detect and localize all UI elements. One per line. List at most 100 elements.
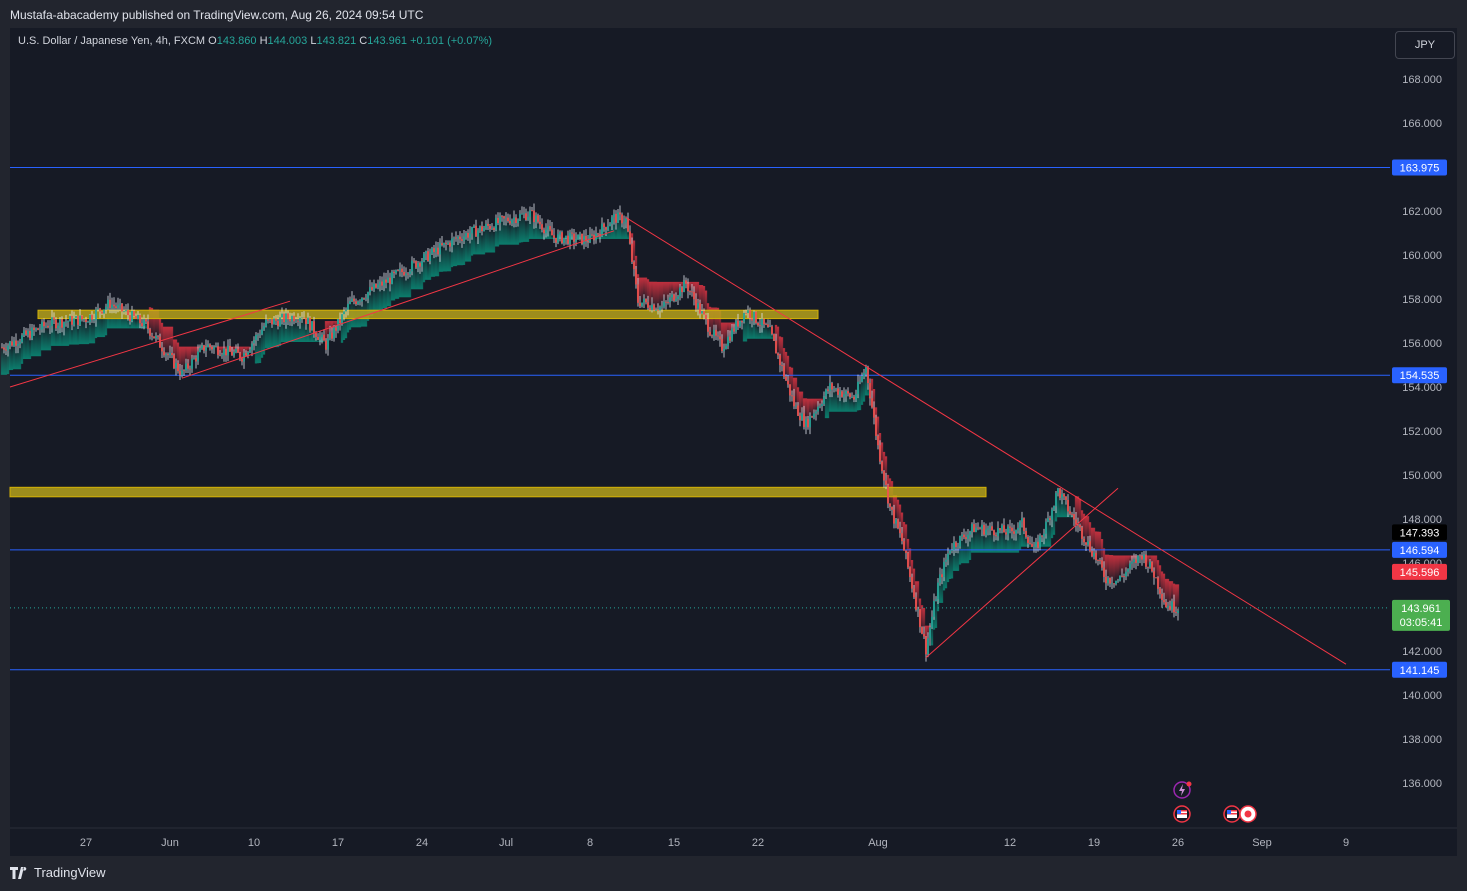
candle-body (179, 371, 181, 376)
x-tick-label: 22 (752, 837, 764, 849)
candle-body (969, 531, 971, 535)
candle-body (775, 340, 777, 354)
trend-fill-segment (20, 335, 24, 364)
trend-fill-segment (1024, 536, 1028, 547)
candle-body (423, 253, 425, 262)
trend-fill-segment (30, 327, 34, 357)
candle-body (713, 329, 715, 337)
us-flag-event-icon[interactable] (1173, 805, 1191, 823)
trend-fill-segment (158, 318, 162, 348)
candle-body (1037, 541, 1039, 548)
candle-body (419, 263, 421, 267)
trend-fill-segment (160, 322, 164, 352)
candle-body (1093, 552, 1095, 557)
candle-body (247, 352, 249, 356)
candle-body (979, 528, 981, 530)
tradingview-logo-icon (10, 866, 27, 879)
candle-body (645, 298, 647, 303)
trendline[interactable] (625, 217, 1347, 665)
trend-fill-segment (1126, 555, 1130, 570)
trend-fill-segment (470, 227, 474, 256)
trend-fill-segment (726, 322, 730, 337)
trendline[interactable] (925, 487, 1119, 658)
candle-body (689, 291, 691, 292)
candle-body (1063, 494, 1065, 497)
candle-body (483, 228, 485, 232)
trend-fill-segment (824, 389, 828, 419)
trend-fill-segment (488, 228, 492, 253)
candle-body (1145, 554, 1147, 567)
x-tick-label: Jul (499, 837, 513, 849)
candle-body (107, 299, 109, 307)
trend-fill-segment (368, 287, 372, 316)
trend-fill-segment (436, 254, 440, 277)
price-chart[interactable]: 168.000 166.000 162.000 160.000 158.000 156.0… (0, 0, 1467, 856)
trendline[interactable] (9, 300, 291, 388)
trend-fill-segment (1060, 494, 1064, 518)
candle-body (471, 227, 473, 234)
candle-body (1067, 499, 1069, 512)
trend-fill-segment (294, 320, 298, 342)
trend-fill-segment (524, 220, 528, 242)
candle-body (661, 306, 663, 308)
candle-body (873, 407, 875, 418)
trend-fill-segment (876, 416, 880, 446)
candle-body (351, 298, 353, 302)
candle-body (1013, 531, 1015, 534)
tradingview-logo[interactable]: TradingView (10, 865, 106, 880)
candle-body (541, 224, 543, 230)
candle-body (239, 352, 241, 359)
candle-body (1131, 561, 1133, 564)
trend-fill-segment (126, 315, 130, 329)
candle-body (57, 325, 59, 329)
candle-body (191, 358, 193, 369)
trend-fill-segment (1030, 546, 1034, 548)
candle-body (949, 550, 951, 554)
legend-high-value: 144.003 (267, 35, 308, 47)
trend-fill-segment (246, 346, 250, 353)
candle-body (809, 416, 811, 428)
us-flag-event-icon[interactable] (1223, 805, 1241, 823)
trend-fill-segment (440, 245, 444, 272)
candle-body (1057, 488, 1059, 493)
supply-demand-zone[interactable] (9, 486, 987, 498)
candle-body (875, 417, 877, 436)
candle-body (1119, 575, 1121, 581)
chart-area[interactable] (10, 28, 1457, 856)
trend-fill-segment (388, 283, 392, 307)
candle-body (403, 271, 405, 276)
candle-body (361, 298, 363, 302)
candle-body (931, 616, 933, 628)
currency-button[interactable]: JPY (1395, 31, 1455, 59)
candle-body (53, 317, 55, 320)
candle-body (149, 329, 151, 336)
candle-body (869, 383, 871, 399)
candle-body (493, 227, 495, 230)
jp-flag-event-icon[interactable] (1239, 805, 1257, 823)
trend-fill-segment (40, 321, 44, 351)
level-price-label: 154.535 (1400, 370, 1440, 382)
candle-body (855, 394, 857, 400)
candle-body (1109, 577, 1111, 584)
trend-fill-segment (392, 273, 396, 301)
supply-demand-zone[interactable] (37, 309, 819, 320)
candle-body (675, 299, 677, 301)
candle-body (27, 330, 29, 335)
trend-fill-segment (590, 234, 594, 239)
trendline[interactable] (181, 230, 615, 379)
candle-body (29, 330, 31, 339)
trend-fill-segment (92, 319, 96, 344)
candle-body (429, 253, 431, 261)
candle-body (877, 435, 879, 446)
candle-body (37, 328, 39, 330)
candle-body (317, 336, 319, 340)
current-price-label: 143.961 (1401, 603, 1441, 615)
candle-body (321, 334, 323, 337)
candle-body (577, 234, 579, 240)
trend-fill-segment (612, 213, 616, 239)
lightning-event-icon[interactable] (1173, 781, 1192, 799)
candle-body (253, 340, 255, 344)
candle-body (187, 363, 189, 369)
candle-body (701, 311, 703, 314)
trend-fill-segment (166, 326, 170, 356)
